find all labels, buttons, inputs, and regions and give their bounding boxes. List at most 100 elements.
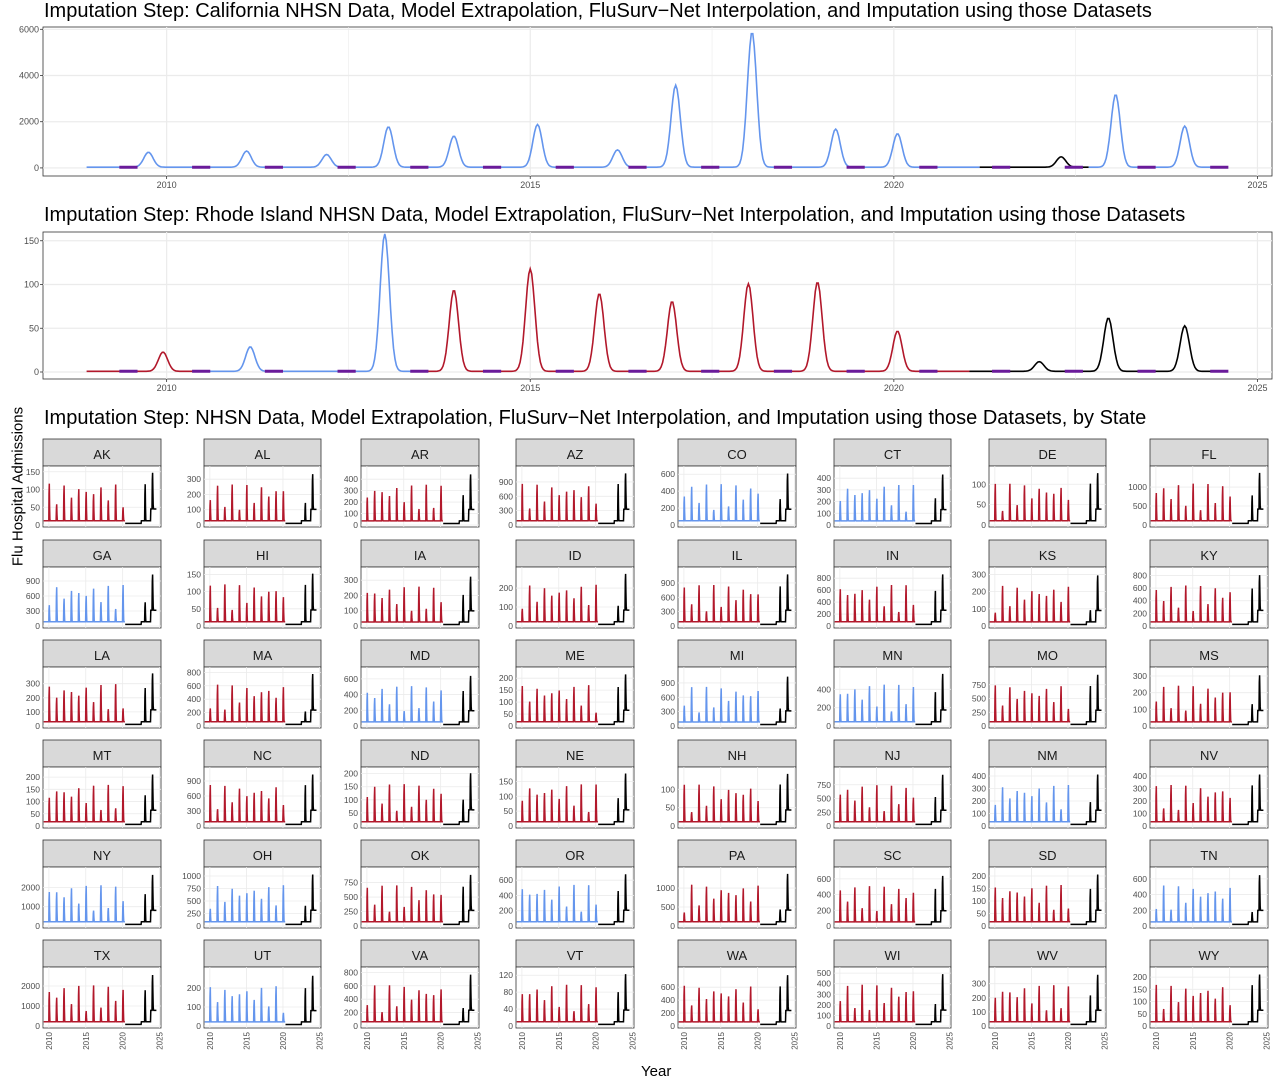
y-tick-label: 100 [661, 784, 675, 794]
y-tick-label: 200 [187, 983, 201, 993]
y-tick-label: 500 [187, 896, 201, 906]
series-line-nhsn [1232, 974, 1264, 1026]
x-tick-label: 2025 [1247, 383, 1267, 393]
series-line-nhsn [125, 974, 157, 1026]
series-line-flusurv [204, 986, 286, 1023]
facet-ma: MA 0 200 400 600 800 [187, 639, 322, 731]
facet-label: MT [93, 748, 112, 763]
y-tick-label: 50 [504, 806, 514, 816]
facet-il: IL 0 300 600 900 [661, 539, 797, 631]
series-line-nhsn [1232, 675, 1264, 726]
series-line-model [516, 584, 598, 623]
y-tick-label: 100 [972, 896, 986, 906]
facet-strip [42, 839, 162, 868]
series-line-nhsn [760, 574, 792, 626]
series-line-nhsn [915, 875, 947, 926]
y-tick-label: 0 [981, 520, 986, 530]
x-tick-label: 2025 [791, 1031, 800, 1049]
series-line-model [516, 784, 598, 823]
y-tick-label: 800 [344, 967, 358, 977]
facet-de: DE 0 50 100 [972, 438, 1107, 530]
y-tick-label: 400 [344, 474, 358, 484]
y-tick-label: 100 [26, 707, 40, 717]
y-tick-label: 0 [35, 721, 40, 731]
y-tick-label: 0 [353, 821, 358, 831]
y-tick-label: 600 [1133, 583, 1147, 593]
y-tick-label: 200 [1133, 905, 1147, 915]
y-tick-label: 400 [1133, 890, 1147, 900]
chart-ri: 2010 2015 2020 2025 0 50 100 150 [24, 231, 1273, 393]
y-tick-label: 0 [508, 621, 513, 631]
facet-strip [515, 438, 635, 467]
facet-az: AZ 0 300 600 900 [499, 438, 635, 530]
facet-ut: UT 0 100 200 2010 2015 2020 2025 [187, 939, 325, 1050]
facet-label: MD [410, 648, 430, 663]
y-tick-label: 1000 [182, 871, 201, 881]
y-tick-label: 0 [981, 921, 986, 931]
y-tick-label: 0 [826, 621, 831, 631]
y-tick-label: 200 [817, 1000, 831, 1010]
facet-label: IA [414, 548, 427, 563]
facet-strip [42, 939, 162, 968]
facet-label: LA [94, 648, 110, 663]
y-tick-label: 800 [187, 667, 201, 677]
facet-strip [833, 438, 952, 467]
series-line-nhsn [598, 473, 630, 525]
y-tick-label: 100 [26, 797, 40, 807]
series-line-model [419, 266, 970, 373]
facet-strip [988, 839, 1107, 868]
y-tick-label: 300 [817, 989, 831, 999]
facet-label: AZ [567, 447, 584, 462]
series-line-nhsn [915, 974, 947, 1026]
series-line-nhsn [285, 774, 317, 826]
series-line-nhsn [125, 472, 157, 525]
y-tick-label: 250 [187, 909, 201, 919]
y-tick-label: 500 [817, 968, 831, 978]
x-tick-label: 2015 [520, 383, 540, 393]
y-tick-label: 100 [187, 505, 201, 515]
series-line-model [516, 685, 598, 723]
facet-mi: MI 0 300 600 900 [661, 639, 797, 731]
series-line-flusurv [678, 686, 760, 723]
y-tick-label: 400 [661, 995, 675, 1005]
facet-strip [42, 539, 162, 568]
x-tick-label: 2015 [872, 1031, 881, 1049]
facet-mt: MT 0 50 100 150 200 [26, 739, 162, 831]
facet-strip [677, 939, 797, 968]
y-axis-label: Flu Hospital Admissions [9, 406, 27, 567]
series-line-nhsn [1070, 774, 1102, 826]
facet-tx: TX 0 1000 2000 2010 2015 2020 2025 [21, 939, 165, 1050]
x-tick-label: 2020 [909, 1031, 918, 1049]
y-tick-label: 250 [972, 707, 986, 717]
series-line-model [43, 985, 125, 1023]
y-tick-label: 0 [34, 367, 39, 377]
facet-id: ID 0 100 200 [499, 539, 635, 631]
y-tick-label: 300 [344, 486, 358, 496]
y-tick-label: 0 [826, 1021, 831, 1031]
facet-label: NY [93, 848, 111, 863]
series-line-model [834, 886, 916, 923]
y-tick-label: 300 [26, 679, 40, 689]
x-tick-label: 2020 [119, 1031, 128, 1049]
panel-ca [42, 26, 1273, 177]
y-tick-label: 300 [661, 707, 675, 717]
y-tick-label: 300 [972, 979, 986, 989]
panel-ri [42, 231, 1273, 380]
y-tick-label: 750 [344, 878, 358, 888]
y-tick-label: 2000 [21, 981, 40, 991]
y-tick-label: 100 [817, 508, 831, 518]
series-line-model [989, 483, 1071, 522]
facet-label: CO [727, 447, 747, 462]
x-tick-label: 2020 [279, 1031, 288, 1049]
series-line-nhsn [1232, 875, 1264, 926]
y-tick-label: 200 [661, 503, 675, 513]
series-line-model [1150, 984, 1232, 1023]
series-line-nhsn [598, 773, 630, 826]
y-tick-label: 250 [817, 807, 831, 817]
y-tick-label: 200 [972, 587, 986, 597]
y-tick-label: 400 [817, 597, 831, 607]
facet-label: GA [93, 548, 112, 563]
y-tick-label: 0 [196, 721, 201, 731]
y-tick-label: 750 [817, 780, 831, 790]
x-tick-label: 2025 [474, 1031, 483, 1049]
